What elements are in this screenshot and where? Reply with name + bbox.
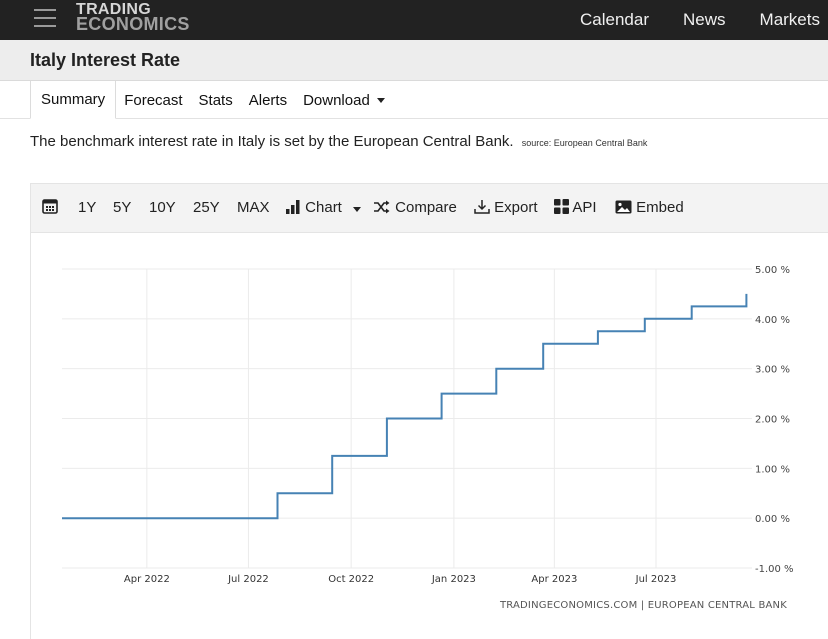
x-tick-label: Apr 2023 <box>531 574 577 585</box>
range-25y[interactable]: 25Y <box>193 199 220 216</box>
menu-icon[interactable] <box>34 9 56 29</box>
bar-chart-icon <box>286 200 300 214</box>
export-button[interactable]: Export <box>474 199 538 216</box>
download-icon <box>474 200 490 214</box>
y-tick-label: 1.00 % <box>755 464 790 475</box>
calendar-icon[interactable] <box>42 198 58 216</box>
caret-down-icon <box>376 97 385 103</box>
chart-panel: 1Y 5Y 10Y 25Y MAX Chart Compare Export <box>30 183 828 639</box>
title-bar: Italy Interest Rate <box>0 40 828 81</box>
tabs-divider <box>0 118 828 119</box>
x-tick-label: Oct 2022 <box>328 574 374 585</box>
y-tick-label: -1.00 % <box>755 564 794 575</box>
chart-toolbar: 1Y 5Y 10Y 25Y MAX Chart Compare Export <box>31 184 828 233</box>
caret-down-icon <box>353 207 362 212</box>
range-max[interactable]: MAX <box>237 199 270 216</box>
chart-type-label: Chart <box>305 199 342 216</box>
tab-alerts[interactable]: Alerts <box>248 91 288 109</box>
range-1y[interactable]: 1Y <box>78 199 97 216</box>
grid-icon <box>554 199 569 214</box>
x-axis: Apr 2022 Jul 2022 Oct 2022 Jan 2023 Apr 2023… <box>124 574 676 585</box>
nav-news[interactable]: News <box>683 10 726 29</box>
tab-summary[interactable]: Summary <box>30 81 117 119</box>
chart-series <box>62 293 748 520</box>
x-tick-label: Apr 2022 <box>124 574 170 585</box>
compare-label: Compare <box>395 199 457 216</box>
chart-credit: TRADINGECONOMICS.COM | EUROPEAN CENTRAL … <box>499 600 787 611</box>
y-tick-label: 4.00 % <box>755 315 790 326</box>
y-tick-label: 5.00 % <box>755 265 790 276</box>
nav-calendar[interactable]: Calendar <box>580 10 650 29</box>
logo-line1: TRADING <box>76 1 151 18</box>
embed-button[interactable]: Embed <box>615 199 684 216</box>
top-navbar: TRADING ECONOMICS Calendar News Markets <box>0 0 828 40</box>
range-10y[interactable]: 10Y <box>149 199 176 216</box>
range-5y[interactable]: 5Y <box>113 199 132 216</box>
embed-label: Embed <box>636 199 684 216</box>
api-label: API <box>572 199 597 216</box>
image-icon <box>615 200 632 214</box>
y-tick-label: 0.00 % <box>755 514 790 525</box>
rate-series-line[interactable] <box>62 293 748 520</box>
chart-type-button[interactable]: Chart <box>286 199 362 216</box>
nav-markets[interactable]: Markets <box>759 10 820 29</box>
x-tick-label: Jul 2023 <box>635 574 677 585</box>
tab-download[interactable]: Download <box>295 81 393 119</box>
x-tick-label: Jan 2023 <box>431 574 476 585</box>
tab-forecast[interactable]: Forecast <box>124 91 183 109</box>
description-text: The benchmark interest rate in Italy is … <box>30 133 514 150</box>
shuffle-icon <box>374 200 390 214</box>
y-axis: 5.00 % 4.00 % 3.00 % 2.00 % 1.00 % 0.00 % -1.0… <box>755 265 794 575</box>
source-note[interactable]: source: European Central Bank <box>521 138 648 148</box>
nav-links: Calendar News Markets <box>546 0 820 40</box>
export-label: Export <box>494 199 538 216</box>
trading-economics-logo[interactable]: TRADING ECONOMICS <box>76 1 190 34</box>
description: The benchmark interest rate in Italy is … <box>30 133 647 150</box>
page-title: Italy Interest Rate <box>30 50 181 70</box>
tab-stats[interactable]: Stats <box>198 91 233 109</box>
x-tick-label: Jul 2022 <box>227 574 269 585</box>
tab-download-label: Download <box>303 91 370 109</box>
y-tick-label: 2.00 % <box>755 415 790 426</box>
y-tick-label: 3.00 % <box>755 365 790 376</box>
compare-button[interactable]: Compare <box>373 199 457 216</box>
tab-bar: Summary Forecast Stats Alerts Download <box>30 81 393 119</box>
interest-rate-chart: 5.00 % 4.00 % 3.00 % 2.00 % 1.00 % 0.00 % -1.0… <box>62 265 794 611</box>
api-button[interactable]: API <box>554 199 597 216</box>
logo-line2: ECONOMICS <box>76 14 190 34</box>
